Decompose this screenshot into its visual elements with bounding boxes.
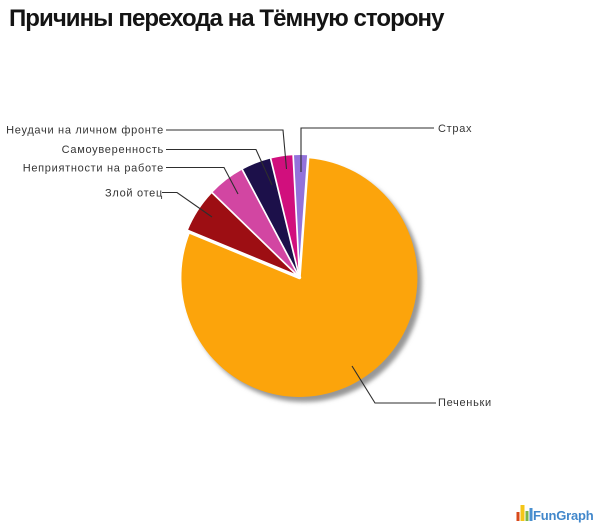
svg-text:Злой отец: Злой отец (105, 187, 163, 199)
svg-text:Страх: Страх (438, 123, 472, 135)
svg-text:Неудачи на личном фронте: Неудачи на личном фронте (6, 125, 164, 137)
svg-text:Печеньки: Печеньки (438, 397, 492, 409)
svg-text:Неприятности на работе: Неприятности на работе (23, 163, 164, 175)
svg-text:FunGraph: FunGraph (533, 508, 594, 523)
svg-text:Самоуверенность: Самоуверенность (62, 144, 164, 156)
